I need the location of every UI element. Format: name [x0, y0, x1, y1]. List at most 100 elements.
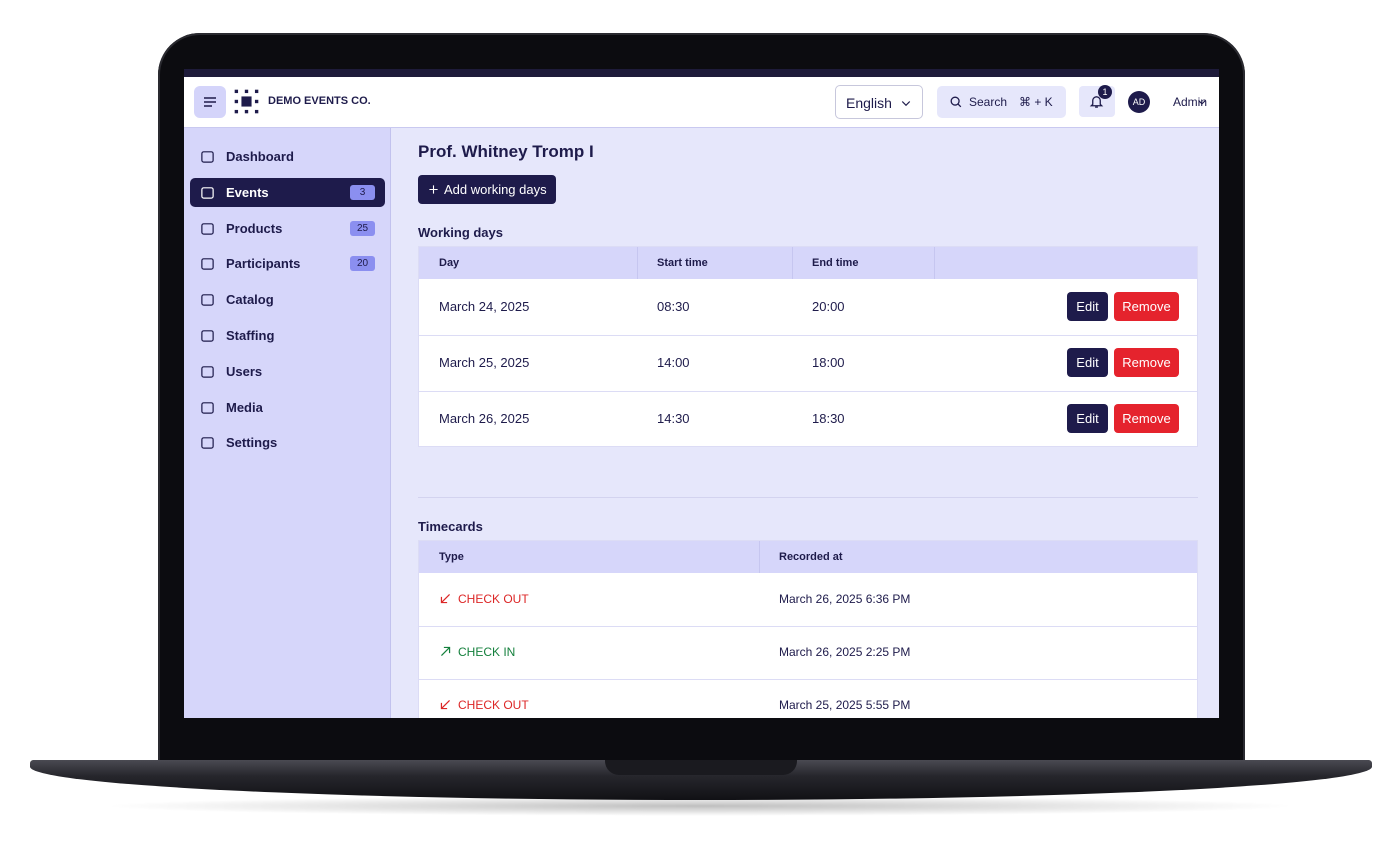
nav-label: Products [226, 220, 283, 236]
nav-badge: 3 [350, 184, 375, 200]
nav-item[interactable]: Catalog [190, 285, 385, 314]
nav-badge: 20 [350, 256, 375, 272]
cell: March 26, 2025 [439, 411, 530, 426]
edit-button[interactable]: Edit [1067, 348, 1108, 377]
search-button[interactable]: Search ⌘ + K [937, 86, 1066, 118]
column-header: Type [439, 551, 464, 563]
nav-icon [201, 294, 214, 306]
cell: 18:00 [812, 355, 845, 370]
type: CHECK IN [458, 645, 516, 659]
section-title: Timecards [418, 519, 483, 534]
nav-icon [201, 401, 214, 414]
nav-label: Media [226, 399, 263, 415]
column-divider [934, 247, 935, 279]
nav-icon [201, 366, 214, 378]
brand: DEMO EVENTS CO. [268, 95, 371, 107]
add-label: Add working days [444, 182, 547, 197]
section-divider [418, 497, 1198, 498]
nav-label: Users [226, 363, 263, 379]
cell: March 24, 2025 [439, 299, 530, 314]
user-name[interactable]: Admin [1173, 95, 1208, 109]
notification-count: 1 [1098, 85, 1112, 99]
nav-item[interactable]: Events 3 [190, 177, 385, 207]
avatar[interactable]: AD [1128, 91, 1150, 113]
screen-strip [184, 69, 1219, 77]
top-bar: DEMO EVENTS CO. English Search ⌘ + K 1 AD Admi… [184, 77, 1219, 128]
type-icon [440, 594, 450, 604]
column-divider [637, 247, 638, 279]
type: CHECK OUT [458, 698, 529, 712]
main: Prof. Whitney Tromp I Add working days Wor… [391, 128, 1219, 718]
row-divider [419, 335, 1197, 336]
type-icon [440, 700, 450, 710]
edit-button[interactable]: Edit [1067, 292, 1108, 321]
menu-button[interactable] [194, 86, 226, 118]
type: CHECK OUT [458, 592, 529, 606]
bell-icon [1089, 96, 1104, 108]
row-divider [419, 626, 1197, 627]
page-title: Prof. Whitney Tromp I [418, 142, 594, 161]
column-header: Day [439, 257, 460, 269]
column-header: End time [812, 257, 859, 269]
column-header: Start time [657, 257, 708, 269]
remove-button[interactable]: Remove [1114, 348, 1179, 377]
recorded-at: March 26, 2025 2:25 PM [779, 645, 911, 659]
nav-item[interactable]: Media [190, 393, 385, 422]
nav-icon [201, 258, 214, 271]
add-button[interactable]: Add working days [418, 175, 556, 204]
working-days-table: Day Start time End time March 24, 2025 08:30… [418, 246, 1198, 447]
recorded-at: March 26, 2025 6:36 PM [779, 592, 911, 606]
plus-icon [429, 185, 438, 194]
column-header: Recorded at [779, 551, 843, 563]
nav-label: Events [226, 184, 269, 200]
nav-label: Dashboard [226, 149, 294, 164]
language: English [846, 95, 892, 111]
nav-label: Catalog [226, 292, 274, 308]
nav-item[interactable]: Dashboard [190, 142, 385, 171]
cell: 14:00 [657, 355, 690, 370]
table-header [419, 247, 1197, 279]
nav-label: Staffing [226, 328, 275, 343]
column-divider [759, 541, 760, 573]
notifications-button[interactable]: 1 [1079, 85, 1115, 117]
cell: 18:30 [812, 411, 845, 426]
language-select[interactable]: English [835, 85, 923, 119]
shortcut: ⌘ + K [1019, 95, 1053, 109]
shadow [100, 796, 1300, 816]
column-divider [792, 247, 793, 279]
search-label: Search [969, 95, 1008, 109]
cell: 08:30 [657, 299, 690, 314]
cell: 14:30 [657, 411, 690, 426]
search-icon [950, 96, 962, 108]
type-icon [441, 646, 451, 656]
remove-button[interactable]: Remove [1114, 404, 1179, 433]
row-divider [419, 679, 1197, 680]
table-header [419, 541, 1197, 573]
edit-button[interactable]: Edit [1067, 404, 1108, 433]
nav-icon [201, 187, 214, 199]
cell: 20:00 [812, 299, 845, 314]
nav-item[interactable]: Staffing [190, 321, 385, 350]
nav-item[interactable]: Users [190, 357, 385, 386]
nav-label: Settings [226, 435, 278, 451]
timecards-table: Type Recorded at CHECK OUT March 26, 2025 6… [418, 540, 1198, 718]
nav-item[interactable]: Products 25 [190, 214, 385, 243]
chevron [1198, 100, 1206, 105]
sidebar: Dashboard Events 3 Products 25 Participants 20… [184, 128, 391, 718]
nav-label: Participants [226, 256, 301, 272]
remove-button[interactable]: Remove [1114, 292, 1179, 321]
logo [234, 89, 259, 114]
nav-icon [201, 151, 214, 163]
section-title: Working days [418, 225, 504, 240]
screen: DEMO EVENTS CO. English Search ⌘ + K 1 AD Admi… [184, 77, 1219, 718]
chevron [901, 101, 911, 107]
nav-icon [201, 222, 214, 235]
nav-item[interactable]: Participants 20 [190, 249, 385, 278]
nav-item[interactable]: Settings [190, 428, 385, 457]
cell: March 25, 2025 [439, 355, 530, 370]
menu-icon [204, 97, 216, 107]
nav-badge: 25 [350, 220, 375, 236]
nav-icon [201, 437, 214, 450]
nav-icon [201, 330, 214, 342]
